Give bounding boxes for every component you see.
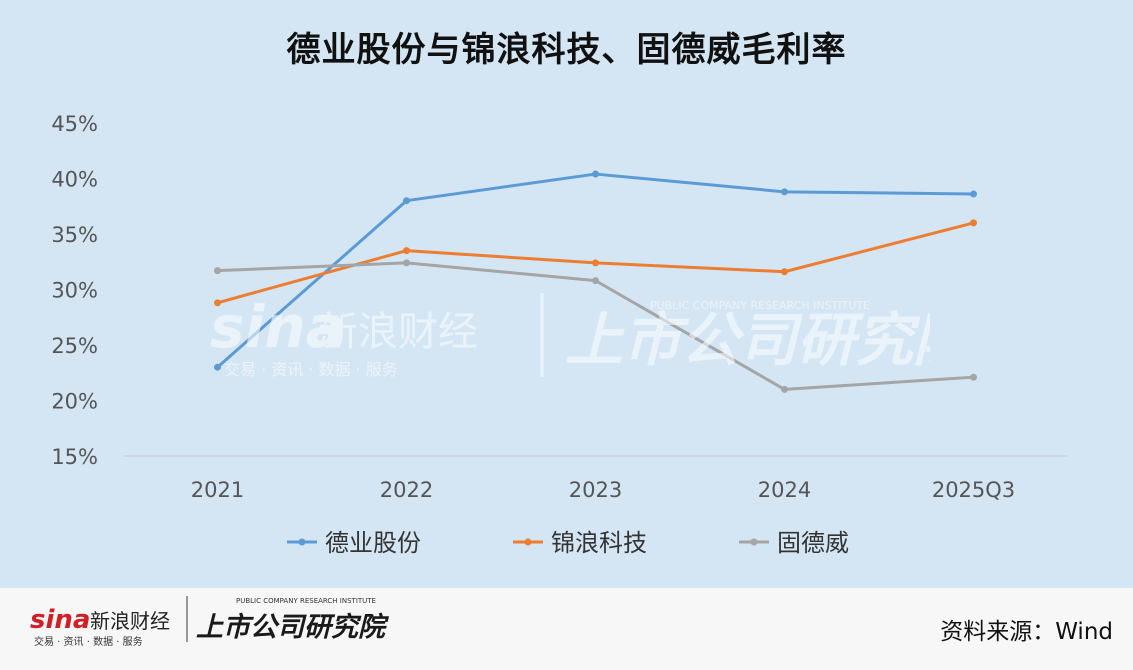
x-tick-label: 2024	[758, 478, 811, 502]
legend: 德业股份 锦浪科技 固德威	[287, 529, 849, 557]
data-point	[970, 219, 977, 227]
source-note: 资料来源：Wind	[940, 619, 1113, 645]
legend-entry-label: 固德威	[777, 529, 849, 557]
data-point	[403, 259, 410, 267]
x-axis-tick-labels: 2021 2022 2023 2024 2025Q3	[191, 478, 1015, 502]
footer: sina 新浪财经 交易 · 资讯 · 数据 · 服务 PUBLIC COMPA…	[0, 588, 1133, 670]
data-point	[781, 385, 788, 393]
legend-swatch-marker	[750, 538, 758, 546]
sina-name-text: 新浪财经	[90, 609, 170, 633]
y-axis-tick-labels: 15% 20% 25% 30% 35% 40% 45%	[51, 112, 98, 469]
institute-english-name: PUBLIC COMPANY RESEARCH INSTITUTE	[236, 597, 376, 605]
y-tick-label: 45%	[51, 112, 98, 136]
watermark-brand: sina	[210, 293, 345, 361]
y-tick-label: 25%	[51, 334, 98, 358]
data-point	[970, 373, 977, 381]
data-point	[781, 268, 788, 276]
watermark: sina 新浪财经 交易 · 资讯 · 数据 · 服务 上市公司研究院 PUBL…	[210, 293, 930, 379]
legend-swatch-marker	[524, 538, 532, 546]
x-tick-label: 2022	[380, 478, 433, 502]
watermark-name: 新浪财经	[318, 309, 478, 355]
institute-logo: PUBLIC COMPANY RESEARCH INSTITUTE 上市公司研究…	[196, 597, 390, 643]
sina-finance-logo: sina 新浪财经 交易 · 资讯 · 数据 · 服务	[30, 605, 170, 648]
x-tick-label: 2021	[191, 478, 244, 502]
watermark-tagline: 交易 · 资讯 · 数据 · 服务	[224, 360, 398, 379]
line-chart: 15%20%25%30%35%40%45% 2021 2022 2023 2024 20…	[51, 112, 1068, 557]
x-tick-label: 2025Q3	[932, 478, 1015, 502]
data-point	[214, 363, 221, 371]
y-tick-label: 40%	[51, 168, 98, 192]
y-tick-label: 20%	[51, 390, 98, 414]
data-point	[592, 259, 599, 267]
y-tick-label: 35%	[51, 223, 98, 247]
series-group	[214, 219, 977, 307]
y-tick-label: 30%	[51, 279, 98, 303]
logo-divider	[186, 596, 188, 642]
data-point	[781, 188, 788, 196]
data-point	[592, 170, 599, 178]
data-point	[403, 197, 410, 205]
chart-title: 德业股份与锦浪科技、固德威毛利率	[286, 30, 847, 70]
sina-brand-text: sina	[30, 605, 90, 635]
x-tick-label: 2023	[569, 478, 622, 502]
y-tick-label: 15%	[51, 445, 98, 469]
data-point	[214, 299, 221, 307]
watermark-institute-en: PUBLIC COMPANY RESEARCH INSTITUTE	[650, 299, 870, 312]
watermark-institute: 上市公司研究院	[565, 306, 930, 374]
data-point	[214, 267, 221, 275]
legend-entry-label: 锦浪科技	[551, 529, 647, 557]
data-point	[592, 277, 599, 285]
legend-swatch-marker	[298, 538, 306, 546]
series-group	[214, 259, 977, 393]
sina-tagline: 交易 · 资讯 · 数据 · 服务	[34, 635, 143, 648]
data-point	[970, 190, 977, 198]
legend-entry-label: 德业股份	[325, 529, 421, 557]
institute-chinese-name: 上市公司研究院	[196, 612, 390, 643]
series-layer	[214, 170, 977, 393]
series-group	[214, 170, 977, 371]
data-point	[403, 247, 410, 255]
